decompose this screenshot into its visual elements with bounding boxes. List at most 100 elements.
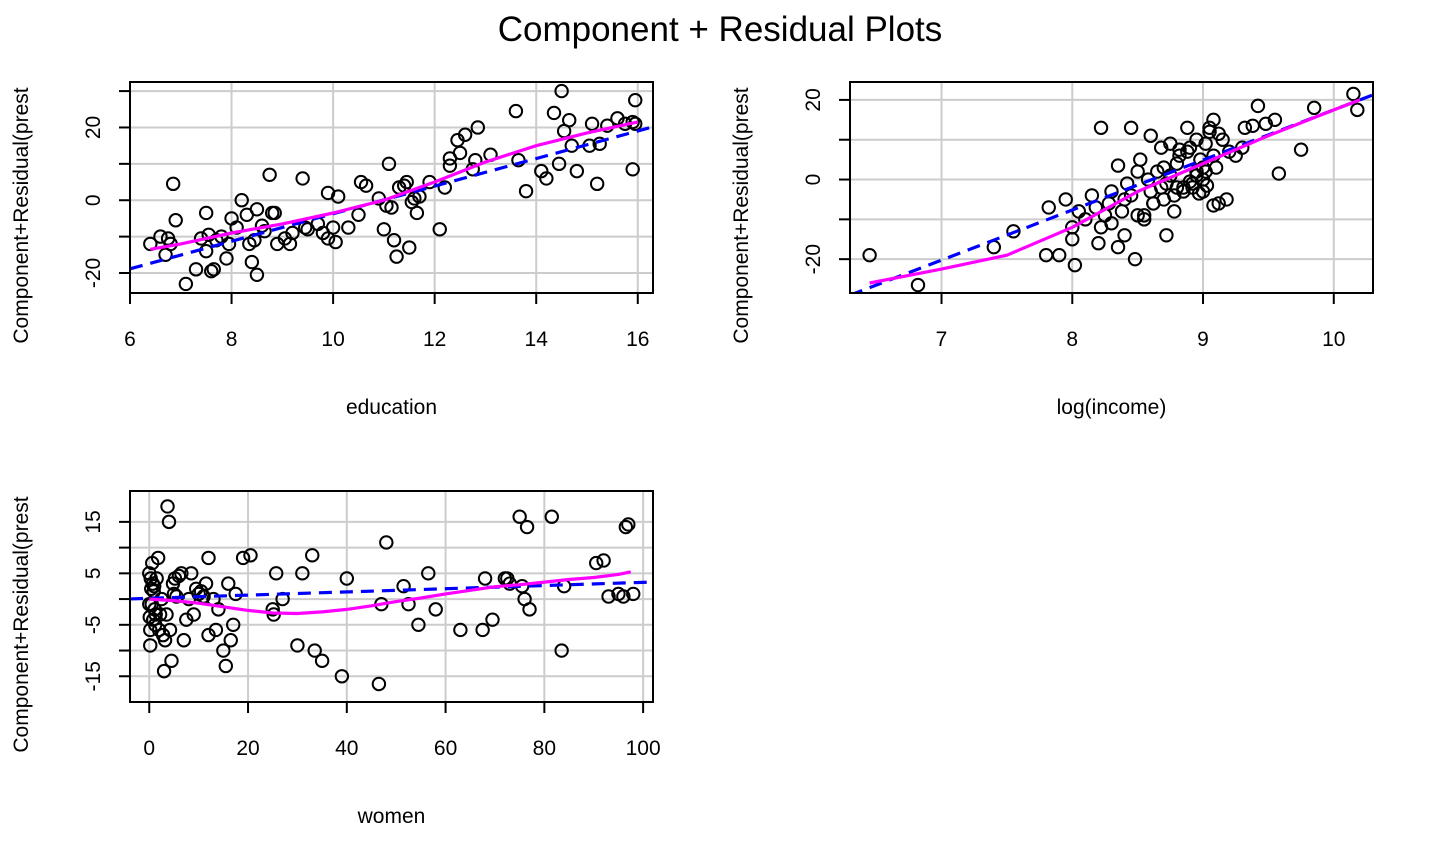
data-point — [328, 234, 343, 250]
data-point — [164, 653, 179, 669]
x-tick-label: 14 — [525, 328, 549, 351]
data-point — [522, 602, 537, 617]
data-point — [150, 550, 166, 566]
data-point — [399, 174, 414, 190]
x-axis-title: women — [357, 805, 426, 828]
data-point — [295, 566, 310, 581]
data-point — [165, 176, 181, 192]
data-point — [339, 571, 355, 586]
y-tick-label: 20 — [802, 88, 825, 111]
data-point — [184, 566, 199, 581]
data-point — [411, 617, 426, 633]
data-point — [432, 222, 447, 237]
x-tick-label: 20 — [236, 737, 259, 760]
data-point — [1127, 251, 1143, 267]
data-point — [1159, 228, 1174, 243]
x-tick-label: 6 — [124, 328, 136, 351]
data-point — [143, 236, 158, 252]
data-point — [381, 156, 397, 172]
data-point — [1169, 156, 1185, 171]
x-tick-label: 60 — [434, 737, 457, 760]
data-point — [162, 622, 178, 638]
data-point — [295, 171, 310, 186]
y-axis — [119, 90, 131, 274]
data-point — [621, 517, 636, 532]
data-point — [218, 658, 234, 674]
data-point — [1306, 100, 1322, 116]
data-point — [257, 223, 272, 239]
data-point — [262, 167, 277, 182]
data-point — [544, 509, 559, 524]
data-point — [351, 207, 366, 222]
data-point — [1271, 166, 1287, 181]
data-point — [628, 92, 643, 108]
data-point — [1156, 192, 1172, 207]
data-point — [1071, 204, 1087, 219]
data-point — [249, 267, 265, 283]
data-point — [160, 499, 175, 514]
y-tick-label: 5 — [82, 567, 105, 579]
data-point — [219, 251, 234, 266]
data-point — [386, 233, 402, 248]
x-axis — [940, 292, 1335, 304]
data-point — [1143, 128, 1158, 143]
data-point — [341, 220, 356, 235]
data-point — [475, 622, 490, 638]
x-tick-label: 10 — [321, 328, 344, 351]
data-point — [249, 202, 265, 217]
data-point — [551, 156, 567, 172]
data-point — [371, 676, 387, 692]
data-point — [290, 638, 305, 653]
data-point — [409, 205, 425, 221]
y-tick-label: -20 — [802, 244, 825, 274]
data-point — [562, 112, 577, 128]
data-point — [379, 535, 394, 550]
grid — [850, 82, 1373, 293]
data-point — [1052, 247, 1067, 263]
data-point — [234, 193, 249, 208]
data-point — [1172, 148, 1187, 163]
data-point — [208, 622, 224, 638]
data-point — [1093, 120, 1109, 135]
data-point — [1117, 192, 1132, 207]
data-point — [539, 171, 554, 186]
data-point — [1250, 98, 1266, 114]
data-point — [267, 205, 282, 221]
data-point — [442, 158, 458, 173]
data-point — [402, 240, 417, 255]
data-point — [1006, 224, 1021, 239]
data-point — [470, 120, 486, 135]
grid — [130, 82, 653, 293]
data-point — [554, 643, 569, 658]
data-point — [616, 589, 631, 604]
data-point — [601, 589, 616, 604]
data-point — [1058, 192, 1073, 207]
data-point — [1267, 112, 1283, 128]
data-point — [1350, 102, 1365, 118]
data-point — [428, 602, 443, 617]
data-point — [176, 633, 192, 648]
data-point — [146, 579, 162, 594]
linear-fit-line — [130, 125, 653, 271]
data-point — [401, 597, 416, 612]
data-point — [1172, 142, 1187, 157]
y-axis-title: Component+Residual(prest — [10, 87, 33, 343]
x-tick-label: 8 — [1066, 328, 1078, 351]
data-point — [204, 263, 219, 279]
data-point — [1293, 142, 1309, 157]
data-point — [211, 602, 226, 617]
y-axis — [119, 520, 131, 678]
x-axis-title: education — [346, 396, 437, 419]
data-point — [159, 607, 174, 622]
data-point — [625, 114, 640, 130]
x-tick-label: 0 — [143, 737, 155, 760]
data-point — [396, 579, 411, 594]
data-point — [1167, 204, 1182, 219]
data-point — [1136, 212, 1152, 227]
smooth-fit-line — [150, 120, 639, 251]
data-point — [1219, 192, 1234, 207]
data-point — [512, 509, 527, 524]
linear-fit-line — [130, 580, 653, 601]
x-tick-label: 100 — [626, 737, 661, 760]
